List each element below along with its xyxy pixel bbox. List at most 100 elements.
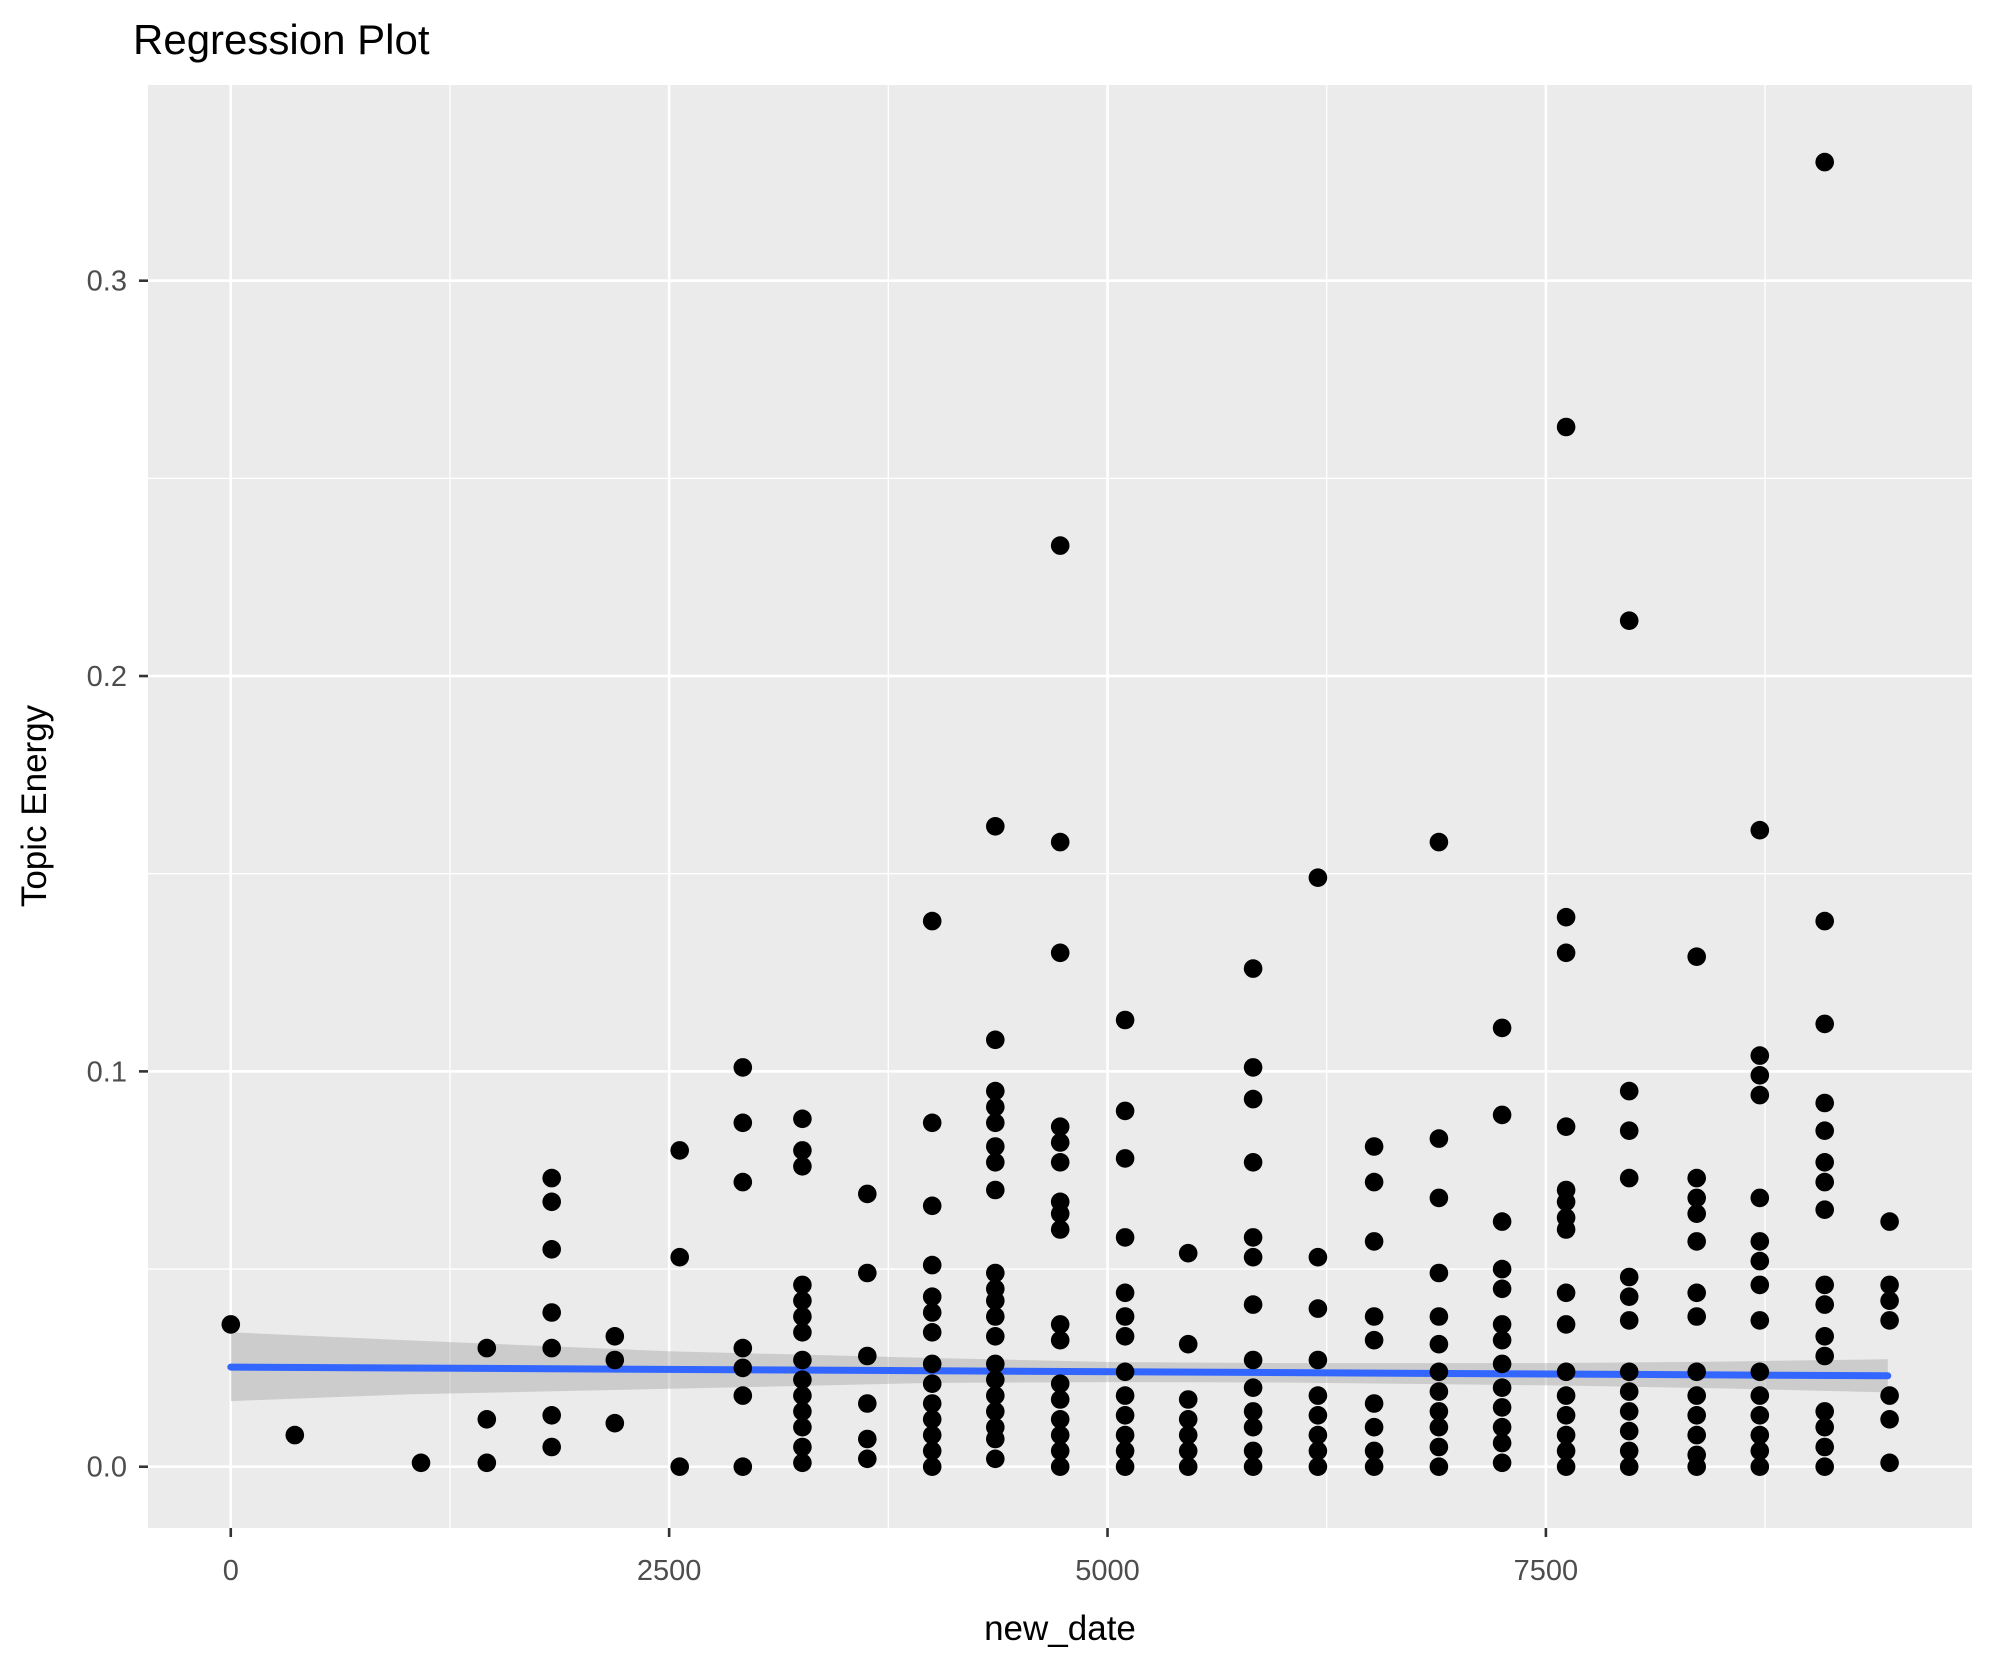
data-point — [1815, 1093, 1834, 1113]
data-point — [1429, 1457, 1449, 1476]
data-point — [922, 1303, 942, 1322]
data-point — [1364, 1394, 1384, 1413]
data-point — [1050, 1220, 1070, 1239]
data-point — [793, 1453, 812, 1473]
data-point — [1492, 1315, 1512, 1334]
data-point — [1880, 1386, 1899, 1405]
data-point — [1750, 1046, 1770, 1065]
data-point — [1050, 1204, 1070, 1223]
data-point — [1050, 1315, 1070, 1334]
data-point — [1687, 1188, 1706, 1208]
data-point — [922, 1196, 942, 1216]
data-point — [986, 1291, 1005, 1310]
data-point — [1556, 1362, 1576, 1382]
data-point — [1687, 1362, 1706, 1382]
data-point — [1880, 1453, 1899, 1473]
data-point — [793, 1109, 812, 1129]
data-point — [1815, 1402, 1834, 1421]
data-point — [1308, 1386, 1328, 1405]
data-point — [1619, 1081, 1639, 1101]
data-point — [1556, 1192, 1576, 1212]
data-point — [986, 1180, 1005, 1200]
data-point — [922, 911, 942, 931]
data-point — [1750, 1085, 1770, 1105]
data-point — [1687, 1204, 1706, 1223]
data-point — [922, 1287, 942, 1306]
data-point — [1492, 1398, 1512, 1417]
data-point — [1364, 1330, 1384, 1350]
data-point — [1115, 1441, 1135, 1461]
data-point — [986, 1153, 1005, 1172]
data-point — [1243, 1441, 1263, 1461]
y-axis-title: Topic Energy — [15, 704, 54, 907]
data-point — [1115, 1327, 1135, 1346]
data-point — [542, 1240, 561, 1259]
data-point — [670, 1457, 689, 1476]
data-point — [1687, 1283, 1706, 1303]
data-point — [858, 1394, 877, 1413]
data-point — [285, 1425, 305, 1445]
data-point — [1492, 1105, 1512, 1125]
data-point — [1815, 152, 1834, 172]
data-point — [922, 1410, 942, 1429]
y-axis-ticks: 0.0 0.1 0.2 0.3 — [87, 266, 148, 1484]
data-point — [1880, 1212, 1899, 1231]
y-tick-label: 0.2 — [87, 661, 127, 693]
data-point — [1492, 1354, 1512, 1374]
data-point — [922, 1113, 942, 1133]
data-point — [922, 1425, 942, 1445]
data-point — [1750, 1457, 1770, 1476]
data-point — [1050, 943, 1070, 963]
data-point — [793, 1291, 812, 1310]
x-tick-label: 7500 — [1514, 1555, 1579, 1587]
data-point — [922, 1255, 942, 1275]
data-point — [1492, 1417, 1512, 1437]
data-point — [1364, 1172, 1384, 1192]
data-point — [1243, 1378, 1263, 1397]
data-point — [986, 1449, 1005, 1469]
data-point — [411, 1453, 431, 1473]
data-point — [1687, 1307, 1706, 1326]
data-point — [858, 1263, 877, 1283]
data-point — [1050, 1425, 1070, 1445]
data-point — [1115, 1425, 1135, 1445]
data-point — [1050, 1457, 1070, 1476]
data-point — [1556, 1117, 1576, 1136]
data-point — [793, 1307, 812, 1326]
data-point — [477, 1410, 497, 1429]
data-point — [1815, 1200, 1834, 1219]
data-point — [1687, 1386, 1706, 1405]
data-point — [1687, 1457, 1706, 1476]
data-point — [1308, 1350, 1328, 1370]
data-point — [922, 1457, 942, 1476]
x-axis-ticks: 0 2500 5000 7500 — [223, 1528, 1578, 1587]
data-point — [1429, 1129, 1449, 1148]
data-point — [986, 1327, 1005, 1346]
data-point — [986, 1402, 1005, 1421]
data-point — [1492, 1378, 1512, 1397]
data-point — [542, 1406, 561, 1425]
data-point — [1880, 1410, 1899, 1429]
data-point — [986, 1386, 1005, 1405]
data-point — [1750, 1441, 1770, 1461]
data-point — [1815, 1417, 1834, 1437]
data-point — [793, 1141, 812, 1160]
x-tick-label: 0 — [223, 1555, 239, 1587]
data-point — [1556, 1386, 1576, 1405]
data-point — [1556, 907, 1576, 927]
data-point — [1750, 1251, 1770, 1271]
data-point — [1815, 1172, 1834, 1192]
data-point — [858, 1346, 877, 1366]
y-tick-label: 0.1 — [87, 1056, 127, 1088]
data-point — [1178, 1410, 1198, 1429]
data-point — [1115, 1457, 1135, 1476]
data-point — [1619, 1287, 1639, 1306]
data-point — [1815, 1346, 1834, 1366]
data-point — [1308, 1425, 1328, 1445]
data-point — [1050, 1133, 1070, 1152]
data-point — [1243, 1417, 1263, 1437]
data-point — [733, 1386, 753, 1405]
data-point — [670, 1247, 689, 1267]
data-point — [1308, 1247, 1328, 1267]
